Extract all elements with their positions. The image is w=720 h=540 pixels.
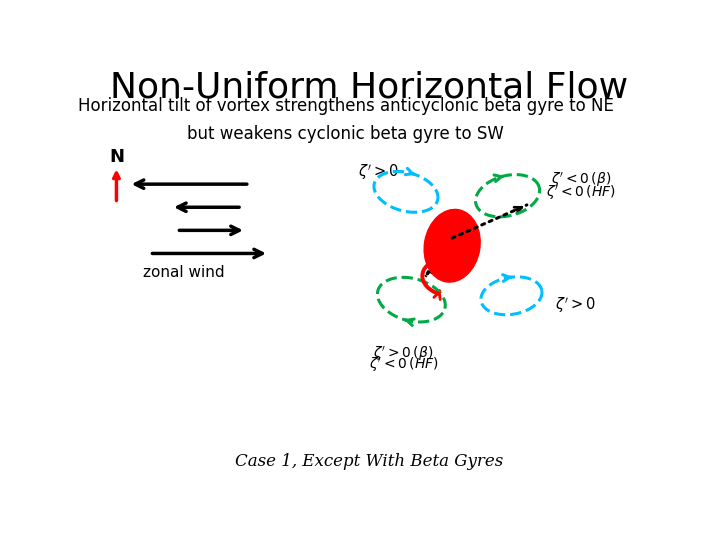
Text: $\zeta' < 0\,(\beta)$: $\zeta' < 0\,(\beta)$: [551, 171, 611, 190]
Ellipse shape: [424, 210, 480, 282]
Text: Non-Uniform Horizontal Flow: Non-Uniform Horizontal Flow: [110, 71, 628, 105]
Text: Horizontal tilt of vortex strengthens anticyclonic beta gyre to NE
but weakens c: Horizontal tilt of vortex strengthens an…: [78, 97, 614, 143]
Text: $\zeta' > 0$: $\zeta' > 0$: [555, 295, 595, 315]
Text: N: N: [109, 148, 124, 166]
Text: Case 1, Except With Beta Gyres: Case 1, Except With Beta Gyres: [235, 453, 503, 470]
Text: $\zeta' > 0\,(\beta)$: $\zeta' > 0\,(\beta)$: [374, 345, 434, 363]
Text: $\zeta' > 0$: $\zeta' > 0$: [358, 163, 399, 183]
Text: $\zeta' < 0\,(HF)$: $\zeta' < 0\,(HF)$: [546, 184, 616, 202]
Text: $\zeta' < 0\,(HF)$: $\zeta' < 0\,(HF)$: [369, 356, 438, 374]
Text: zonal wind: zonal wind: [143, 265, 225, 280]
